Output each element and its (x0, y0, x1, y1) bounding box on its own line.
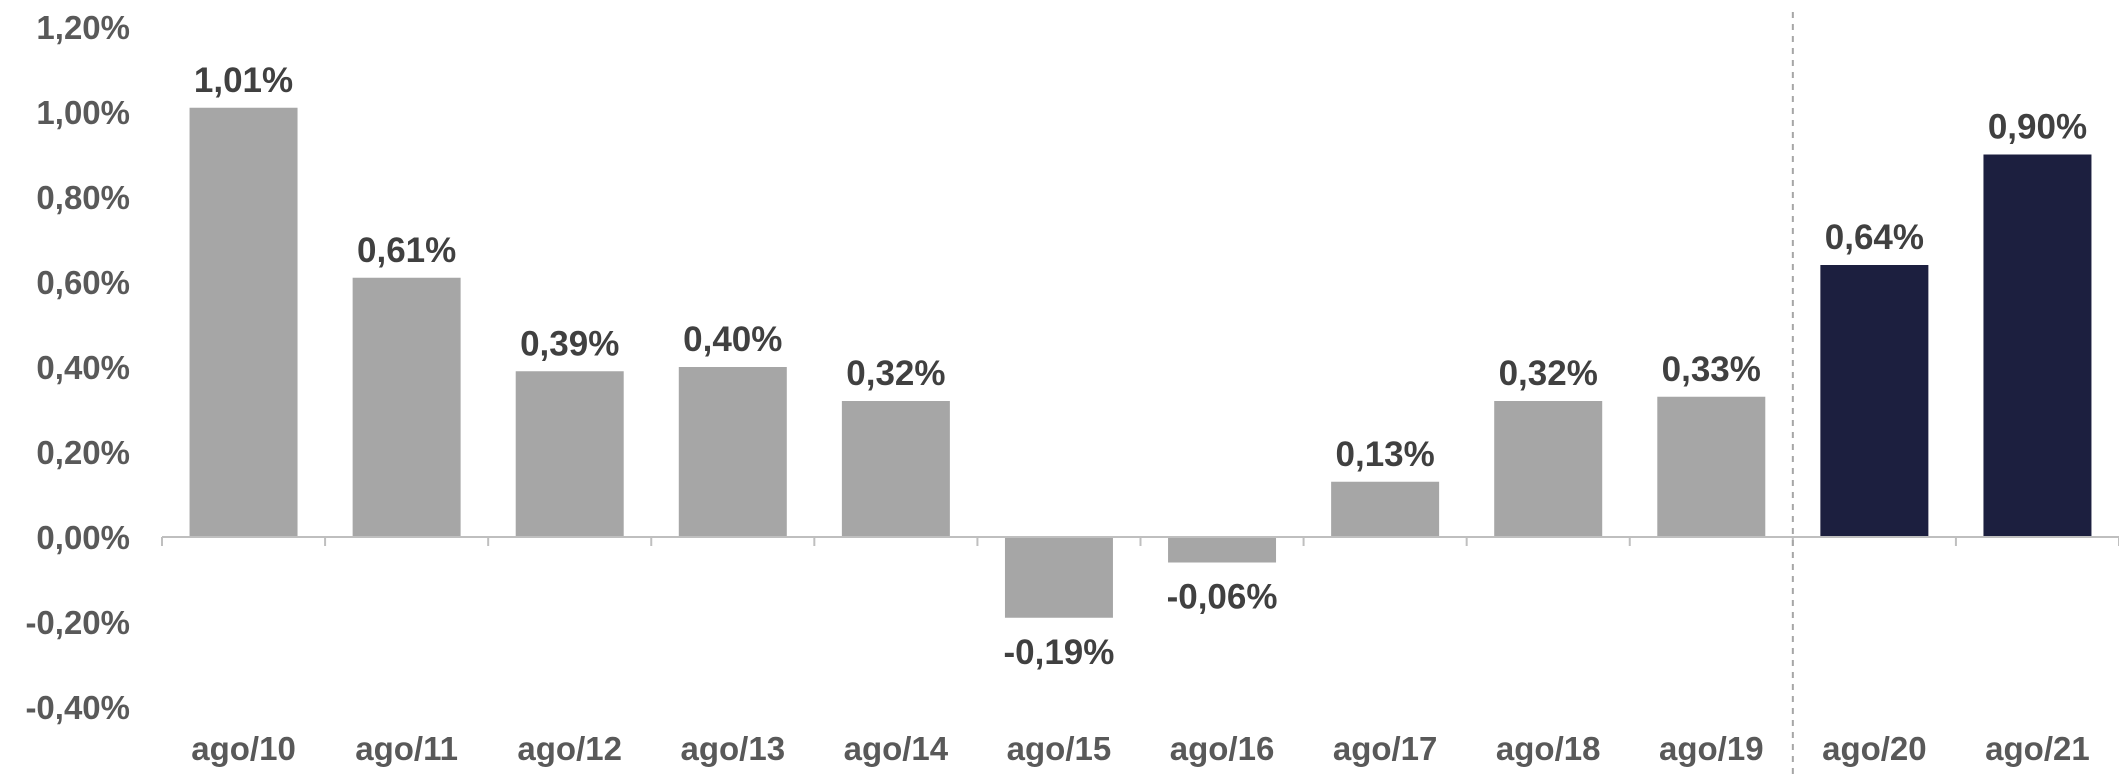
y-tick-label: 0,00% (36, 519, 130, 556)
y-axis-ticks: 1,20% 1,00% 0,80% 0,60% 0,40% 0,20% 0,00% -0,20… (25, 9, 130, 726)
bar-ago-14 (841, 401, 950, 537)
bar-ago-15 (1004, 537, 1113, 618)
bar-ago-16 (1168, 537, 1277, 563)
bar-ago-18 (1494, 401, 1603, 537)
x-category-label: ago/21 (1985, 730, 2090, 767)
data-label-ago-16: -0,06% (1167, 578, 1278, 617)
x-category-label: ago/20 (1822, 730, 1927, 767)
y-tick-label: 0,80% (36, 179, 130, 216)
x-category-label: ago/12 (517, 730, 622, 767)
y-tick-label: 0,60% (36, 264, 130, 301)
data-label-ago-21: 0,90% (1988, 108, 2087, 147)
data-label-ago-20: 0,64% (1825, 218, 1924, 257)
bar-ago-19 (1657, 396, 1766, 537)
bar-ago-13 (678, 367, 787, 537)
x-category-label: ago/11 (355, 730, 458, 767)
x-category-label: ago/17 (1333, 730, 1438, 767)
bar-ago-11 (352, 277, 461, 537)
data-label-ago-12: 0,39% (520, 324, 619, 363)
bar-ago-10 (189, 107, 298, 537)
bar-ago-20 (1820, 265, 1929, 537)
data-label-ago-13: 0,40% (683, 320, 782, 359)
bar-ago-12 (515, 371, 624, 537)
y-tick-label: -0,40% (25, 689, 130, 726)
data-label-ago-17: 0,13% (1336, 435, 1435, 474)
data-label-ago-19: 0,33% (1662, 350, 1761, 389)
data-labels-group: 1,01% 0,61% 0,39% 0,40% 0,32% -0,19% -0,06% 0,1… (194, 61, 2087, 672)
y-tick-label: 0,40% (36, 349, 130, 386)
data-label-ago-10: 1,01% (194, 61, 293, 100)
y-tick-label: -0,20% (25, 604, 130, 641)
x-category-label: ago/16 (1170, 730, 1275, 767)
bars-group (189, 107, 2092, 618)
x-category-label: ago/10 (191, 730, 296, 767)
x-category-label: ago/14 (844, 730, 949, 767)
y-tick-label: 1,00% (36, 94, 130, 131)
x-category-label: ago/13 (681, 730, 786, 767)
x-category-label: ago/19 (1659, 730, 1764, 767)
x-axis-baseline (161, 536, 2119, 546)
y-tick-label: 1,20% (36, 9, 130, 46)
bar-ago-21 (1983, 154, 2092, 537)
data-label-ago-14: 0,32% (846, 354, 945, 393)
data-label-ago-18: 0,32% (1499, 354, 1598, 393)
data-label-ago-15: -0,19% (1004, 633, 1115, 672)
data-label-ago-11: 0,61% (357, 231, 456, 270)
x-axis-categories: ago/10 ago/11 ago/12 ago/13 ago/14 ago/15 ago/… (191, 730, 2089, 767)
y-tick-label: 0,20% (36, 434, 130, 471)
bar-ago-17 (1331, 481, 1440, 537)
x-category-label: ago/15 (1007, 730, 1112, 767)
x-category-label: ago/18 (1496, 730, 1601, 767)
